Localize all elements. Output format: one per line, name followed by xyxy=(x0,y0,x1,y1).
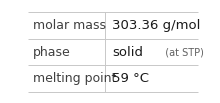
Text: phase: phase xyxy=(33,46,70,59)
Text: 59 °C: 59 °C xyxy=(112,72,149,85)
Text: (at STP): (at STP) xyxy=(159,47,204,57)
Text: solid: solid xyxy=(112,46,143,59)
Text: melting point: melting point xyxy=(33,72,116,85)
Text: molar mass: molar mass xyxy=(33,19,106,32)
Text: 303.36 g/mol: 303.36 g/mol xyxy=(112,19,200,32)
